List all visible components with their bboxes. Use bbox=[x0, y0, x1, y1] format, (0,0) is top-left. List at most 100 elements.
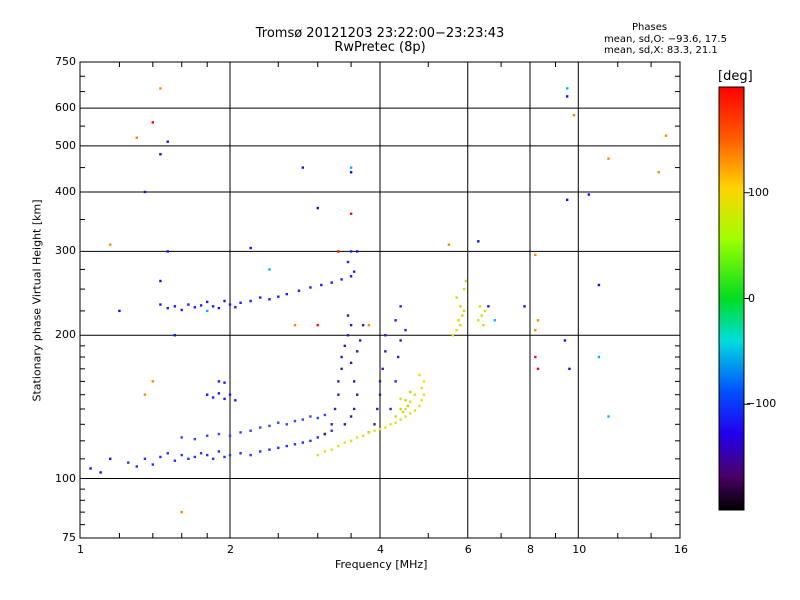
echo-point bbox=[293, 419, 297, 423]
echo-point bbox=[323, 432, 327, 436]
echo-point bbox=[413, 393, 417, 396]
echo-point bbox=[228, 303, 232, 306]
echo-point bbox=[464, 279, 468, 283]
echo-point bbox=[316, 453, 319, 457]
echo-point bbox=[478, 305, 482, 308]
echo-point bbox=[211, 457, 215, 461]
echo-point bbox=[404, 399, 407, 402]
echo-point bbox=[420, 386, 423, 390]
echo-point bbox=[349, 171, 353, 174]
y-tick-label: 400 bbox=[55, 184, 76, 198]
echo-point bbox=[534, 253, 537, 257]
echo-point bbox=[109, 457, 112, 461]
echo-point bbox=[381, 367, 384, 371]
y-tick-label: 750 bbox=[55, 55, 76, 68]
echo-point bbox=[337, 380, 340, 383]
echo-point bbox=[330, 281, 333, 284]
echo-point bbox=[268, 268, 271, 271]
echo-point bbox=[173, 334, 177, 337]
echo-point bbox=[565, 198, 569, 202]
echo-point bbox=[159, 153, 162, 156]
echo-point bbox=[223, 299, 226, 303]
x-tick-label: 4 bbox=[377, 543, 384, 556]
echo-point bbox=[193, 455, 197, 459]
echo-point bbox=[459, 305, 462, 308]
echo-point bbox=[309, 415, 312, 418]
echo-point bbox=[249, 453, 252, 457]
echo-point bbox=[316, 416, 319, 420]
echo-point bbox=[399, 339, 402, 342]
echo-point bbox=[151, 380, 155, 383]
echo-point bbox=[249, 429, 252, 432]
echo-point bbox=[384, 334, 387, 337]
echo-point bbox=[239, 431, 242, 434]
x-tick-label: 10 bbox=[572, 543, 587, 556]
echo-point bbox=[349, 361, 353, 365]
echo-point bbox=[346, 334, 350, 337]
echo-point bbox=[320, 283, 323, 287]
echo-point bbox=[180, 510, 183, 514]
echo-point bbox=[323, 413, 327, 417]
echo-point bbox=[664, 134, 668, 137]
echo-point bbox=[199, 452, 203, 455]
echo-point bbox=[493, 319, 497, 322]
echo-point bbox=[349, 275, 353, 278]
echo-point bbox=[217, 392, 221, 395]
echo-point bbox=[316, 323, 319, 327]
echo-point bbox=[406, 404, 410, 408]
y-tick-label: 300 bbox=[55, 244, 76, 258]
echo-point bbox=[480, 314, 483, 317]
echo-point bbox=[151, 121, 155, 124]
echo-point bbox=[487, 305, 490, 308]
echo-point bbox=[173, 305, 177, 308]
echo-point bbox=[309, 286, 312, 289]
echo-point bbox=[285, 444, 288, 448]
echo-point bbox=[268, 448, 271, 451]
echo-point bbox=[223, 455, 226, 459]
echo-point bbox=[199, 304, 203, 307]
echo-point bbox=[389, 407, 392, 411]
echo-point bbox=[378, 393, 382, 396]
echo-point bbox=[127, 461, 130, 464]
echo-point bbox=[143, 190, 147, 194]
echo-point bbox=[399, 397, 402, 401]
echo-point bbox=[394, 319, 397, 322]
echo-point bbox=[399, 305, 402, 308]
echo-point bbox=[459, 323, 462, 327]
echo-point bbox=[293, 323, 297, 327]
echo-point bbox=[349, 323, 353, 327]
echo-point bbox=[277, 421, 280, 424]
echo-point bbox=[205, 309, 209, 313]
chart-title-line1: Tromsø 20121203 23:22:00−23:23:43 bbox=[255, 26, 505, 41]
echo-point bbox=[217, 306, 221, 310]
echo-point bbox=[259, 296, 262, 299]
echo-point bbox=[337, 250, 340, 253]
y-tick-label: 200 bbox=[55, 328, 76, 342]
echo-point bbox=[355, 436, 359, 439]
echo-point bbox=[293, 443, 297, 446]
echo-point bbox=[352, 380, 356, 383]
colorbar bbox=[718, 86, 745, 511]
echo-point bbox=[355, 393, 359, 396]
echo-point bbox=[135, 465, 138, 468]
echo-point bbox=[420, 399, 423, 402]
echo-point bbox=[316, 206, 319, 210]
echo-point bbox=[217, 432, 221, 436]
phase-stats-heading: Phases bbox=[632, 22, 668, 33]
echo-point bbox=[297, 289, 301, 292]
echo-point bbox=[211, 305, 215, 308]
echo-point bbox=[330, 448, 333, 451]
echo-point bbox=[180, 436, 183, 439]
y-axis-label: Stationary phase Virtual Height [km] bbox=[30, 199, 44, 402]
echo-point bbox=[534, 355, 537, 359]
echo-point bbox=[323, 450, 327, 453]
echo-point bbox=[228, 393, 232, 396]
echo-point bbox=[301, 166, 305, 169]
echo-point bbox=[330, 423, 333, 426]
echo-point bbox=[316, 436, 319, 439]
echo-point bbox=[268, 298, 271, 301]
echo-point bbox=[587, 193, 591, 196]
echo-point bbox=[249, 246, 252, 250]
echo-point bbox=[399, 407, 402, 411]
